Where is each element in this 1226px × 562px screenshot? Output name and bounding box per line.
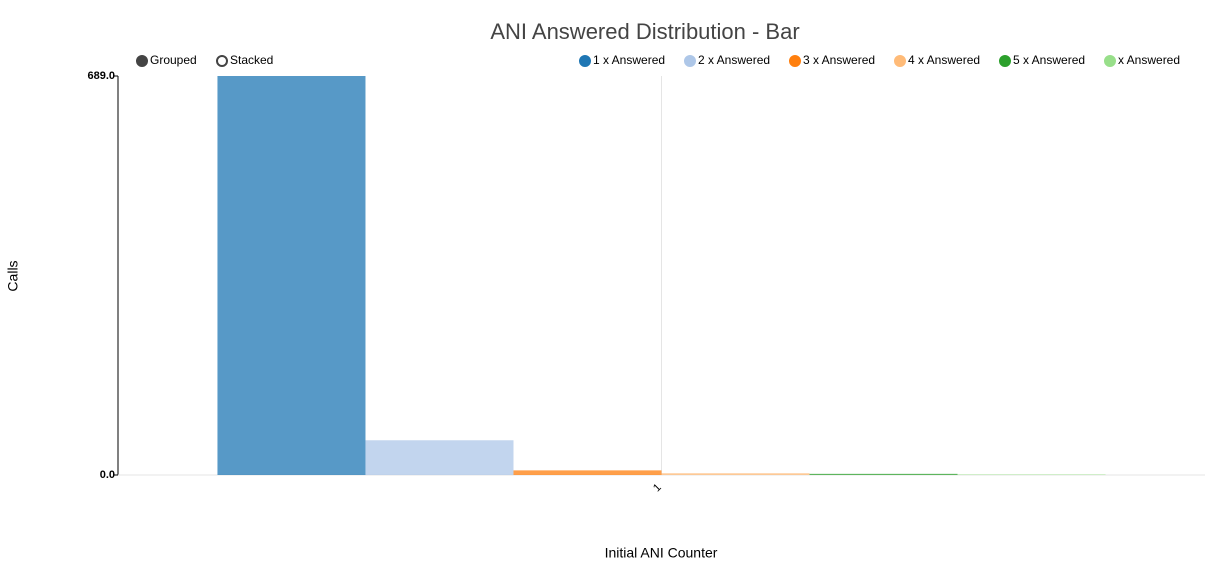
legend-label[interactable]: 1 x Answered [593,53,665,67]
bar [217,76,366,475]
legend-label[interactable]: 3 x Answered [803,53,875,67]
y-tick-label: 0.0 [100,469,115,481]
control-toggle[interactable] [136,55,148,67]
legend-label[interactable]: x Answered [1118,53,1180,67]
bar [365,440,514,475]
y-axis-label: Calls [5,260,21,291]
bar [809,473,958,475]
legend-label[interactable]: 2 x Answered [698,53,770,67]
legend-marker[interactable] [789,55,801,67]
legend-marker[interactable] [894,55,906,67]
x-axis-label: Initial ANI Counter [605,545,718,561]
legend-marker[interactable] [579,55,591,67]
bar [957,474,1106,475]
legend-marker[interactable] [999,55,1011,67]
y-tick-label: 689.0 [87,70,115,82]
legend-marker[interactable] [1104,55,1116,67]
control-toggle[interactable] [216,55,228,67]
bar [513,470,662,475]
control-label[interactable]: Stacked [230,53,273,67]
legend-label[interactable]: 5 x Answered [1013,53,1085,67]
x-tick-label: 1 [651,482,664,495]
bar [661,473,810,475]
legend-marker[interactable] [684,55,696,67]
legend-label[interactable]: 4 x Answered [908,53,980,67]
control-label[interactable]: Grouped [150,53,197,67]
chart-title: ANI Answered Distribution - Bar [490,19,799,44]
